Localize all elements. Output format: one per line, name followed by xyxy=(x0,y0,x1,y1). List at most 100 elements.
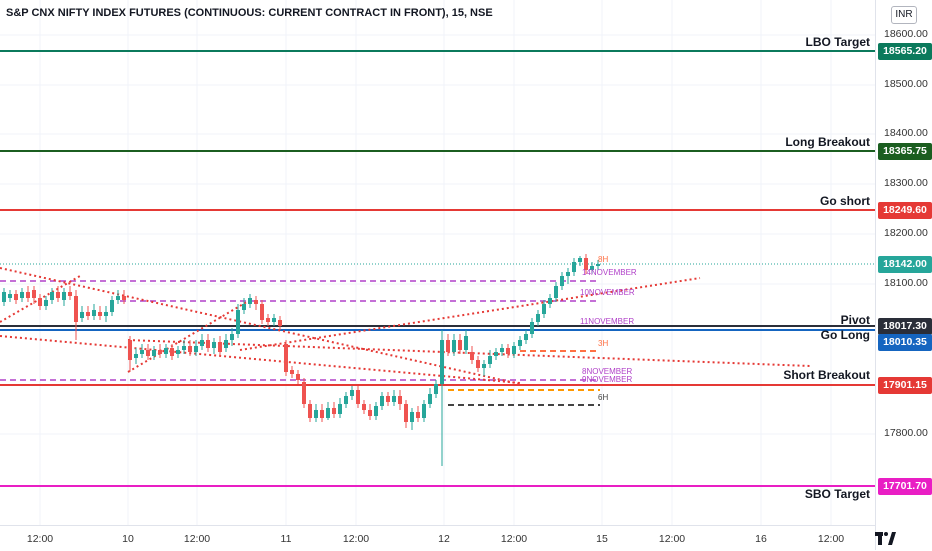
candle-body xyxy=(242,304,246,310)
candle-body xyxy=(452,340,456,352)
candle-body xyxy=(236,310,240,334)
long-breakout-label: Long Breakout xyxy=(785,135,870,149)
candles xyxy=(2,254,600,466)
candle-body xyxy=(464,336,468,350)
candle-body xyxy=(554,286,558,298)
candle-body xyxy=(176,350,180,354)
candle-body xyxy=(110,300,114,312)
candle-body xyxy=(596,264,600,266)
candle-body xyxy=(230,334,234,340)
nov14-annotation: 14NOVEMBER xyxy=(582,268,637,277)
candle-body xyxy=(482,364,486,368)
nov11-annotation: 11NOVEMBER xyxy=(580,317,635,326)
candle-body xyxy=(428,394,432,404)
nov8-annotation: 8NOVEMBER xyxy=(582,367,633,376)
candle-body xyxy=(218,342,222,352)
candle-body xyxy=(296,374,300,380)
time-tick: 11 xyxy=(280,533,292,545)
time-axis[interactable]: 12:00 10 12:00 11 12:00 12 12:00 15 12:0… xyxy=(0,525,875,551)
time-tick: 12:00 xyxy=(500,533,528,545)
lbo-target-price-tag: 18565.20 xyxy=(878,43,932,60)
nov10-annotation: 10NOVEMBER xyxy=(580,288,635,297)
candle-body xyxy=(326,408,330,418)
currency-button[interactable]: INR xyxy=(891,6,917,24)
short-breakout-price-tag: 17901.15 xyxy=(878,377,932,394)
short-breakout-label: Short Breakout xyxy=(783,368,870,382)
candle-body xyxy=(398,396,402,404)
candle-body xyxy=(302,382,306,404)
candle-body xyxy=(254,300,258,304)
candle-body xyxy=(344,396,348,404)
candle-body xyxy=(422,404,426,418)
nov9-annotation: 9NOVEMBER xyxy=(582,375,633,384)
sbo-target-price-tag: 17701.70 xyxy=(878,478,932,495)
candle-body xyxy=(50,292,54,300)
candle-body xyxy=(140,350,144,354)
go-long-label: Go Long xyxy=(820,328,870,342)
candle-body xyxy=(494,352,498,356)
candle-body xyxy=(416,412,420,418)
h3-annotation: 3H xyxy=(598,339,609,348)
candle-body xyxy=(440,340,444,384)
candle-body xyxy=(80,312,84,318)
candle-body xyxy=(386,396,390,402)
time-tick: 12:00 xyxy=(658,533,686,545)
candle-body xyxy=(194,346,198,352)
candle-body xyxy=(518,340,522,346)
price-tick: 18400.00 xyxy=(884,127,928,139)
chart-title: S&P CNX NIFTY INDEX FUTURES (CONTINUOUS:… xyxy=(6,7,493,19)
candle-body xyxy=(524,334,528,340)
candle-body xyxy=(368,410,372,416)
price-tick: 18100.00 xyxy=(884,277,928,289)
tradingview-logo-icon[interactable] xyxy=(874,528,896,548)
candle-body xyxy=(146,350,150,356)
candle-body xyxy=(590,266,594,270)
time-tick: 12 xyxy=(438,533,450,545)
pivot-label: Pivot xyxy=(840,313,870,327)
candle-body xyxy=(284,344,288,372)
candle-body xyxy=(410,412,414,422)
candle-body xyxy=(272,318,276,322)
candle-body xyxy=(488,356,492,364)
candle-body xyxy=(14,294,18,300)
candle-body xyxy=(278,320,282,326)
candle-body xyxy=(392,396,396,402)
candle-body xyxy=(164,348,168,354)
candle-body xyxy=(290,370,294,374)
candle-body xyxy=(38,298,42,306)
candle-body xyxy=(332,408,336,414)
candle-body xyxy=(500,348,504,352)
candle-body xyxy=(20,292,24,298)
candle-body xyxy=(260,304,264,320)
candle-body xyxy=(74,296,78,322)
sbo-target-label: SBO Target xyxy=(804,487,870,501)
h6-annotation: 6H xyxy=(598,393,609,402)
price-tick: 18300.00 xyxy=(884,177,928,189)
go-short-label: Go short xyxy=(820,194,870,208)
time-tick: 12:00 xyxy=(26,533,54,545)
time-tick: 15 xyxy=(596,533,608,545)
h8-annotation: 8H xyxy=(598,255,609,264)
candle-body xyxy=(98,312,102,316)
candle-body xyxy=(338,404,342,414)
candle-body xyxy=(566,272,570,276)
candle-body xyxy=(512,346,516,354)
candle-body xyxy=(134,354,138,358)
candle-body xyxy=(62,292,66,300)
candle-body xyxy=(506,348,510,354)
price-chart[interactable] xyxy=(0,0,875,525)
price-tick: 18500.00 xyxy=(884,78,928,90)
candle-body xyxy=(116,296,120,300)
price-tick: 18600.00 xyxy=(884,28,928,40)
price-axis[interactable]: 18600.00 18500.00 18400.00 18300.00 1820… xyxy=(875,0,932,550)
time-tick: 12:00 xyxy=(183,533,211,545)
candle-body xyxy=(458,340,462,350)
time-tick: 10 xyxy=(122,533,134,545)
candle-body xyxy=(152,350,156,356)
candle-body xyxy=(266,318,270,322)
candle-body xyxy=(530,322,534,334)
candle-body xyxy=(356,390,360,404)
candle-body xyxy=(542,304,546,314)
candle-body xyxy=(32,290,36,298)
